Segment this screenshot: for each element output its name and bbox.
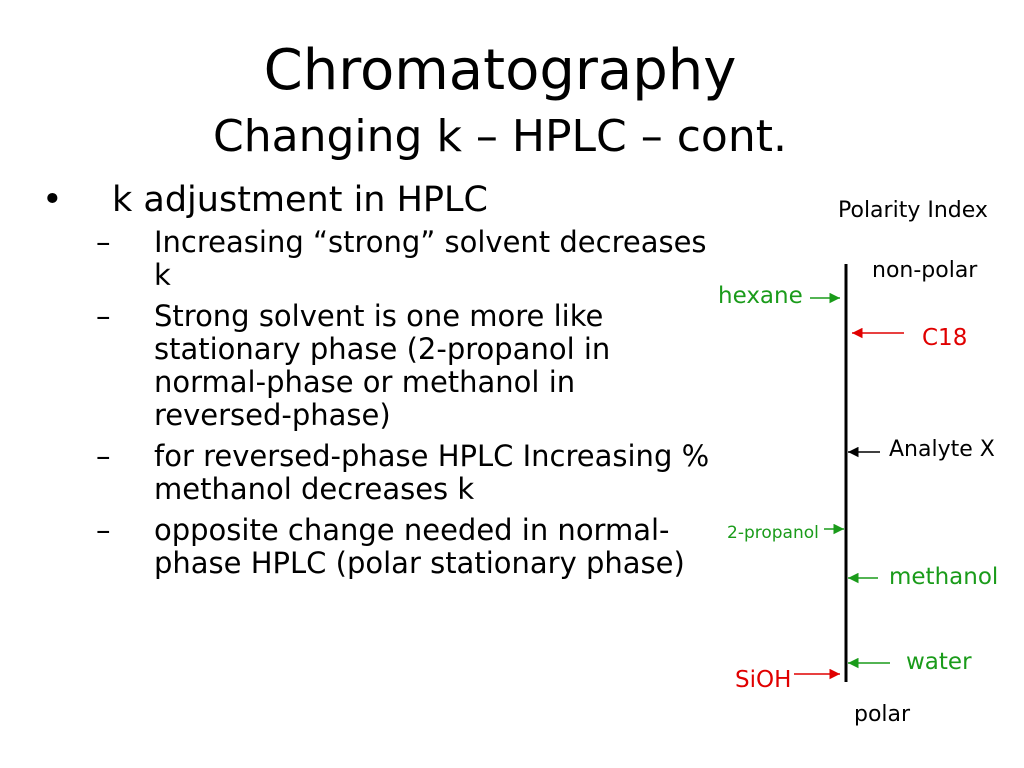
sub-bullet-item: – Increasing “strong” solvent decreases …: [40, 226, 720, 292]
dash-marker: –: [96, 513, 111, 547]
analyte-x-label: Analyte X: [889, 437, 995, 462]
methanol-label: methanol: [889, 564, 999, 590]
sub-bullet-item: – Strong solvent is one more like statio…: [40, 300, 720, 432]
bullet-dot: •: [42, 180, 63, 220]
dash-marker: –: [96, 225, 111, 259]
sub-bullet-text: opposite change needed in normal-phase H…: [154, 513, 685, 580]
hexane-label: hexane: [718, 283, 803, 309]
2-propanol-label: 2-propanol: [727, 523, 819, 543]
sub-bullet-item: – opposite change needed in normal-phase…: [40, 514, 720, 580]
polarity-diagram: Polarity Index non-polar hexane C18 Anal…: [700, 190, 1024, 750]
c18-label: C18: [922, 325, 968, 351]
water-label: water: [906, 649, 972, 675]
dash-marker: –: [96, 299, 111, 333]
main-bullet: • k adjustment in HPLC: [40, 178, 720, 222]
slide-title: Chromatography: [263, 38, 737, 103]
dash-marker: –: [96, 439, 111, 473]
polarity-diagram-lines: [794, 264, 904, 682]
sub-bullet-item: – for reversed-phase HPLC Increasing % m…: [40, 440, 720, 506]
sub-bullet-list: – Increasing “strong” solvent decreases …: [40, 226, 720, 580]
main-bullet-text: k adjustment in HPLC: [112, 180, 488, 220]
sub-bullet-text: for reversed-phase HPLC Increasing % met…: [154, 439, 710, 506]
bullet-list: • k adjustment in HPLC – Increasing “str…: [40, 178, 720, 588]
sub-bullet-text: Increasing “strong” solvent decreases k: [154, 225, 707, 292]
polarity-index-heading: Polarity Index: [838, 198, 988, 223]
sioh-label: SiOH: [735, 667, 792, 693]
sub-bullet-text: Strong solvent is one more like stationa…: [154, 299, 611, 432]
non-polar-label: non-polar: [872, 258, 978, 283]
polar-label: polar: [854, 702, 911, 727]
slide-subtitle: Changing k – HPLC – cont.: [213, 111, 787, 162]
